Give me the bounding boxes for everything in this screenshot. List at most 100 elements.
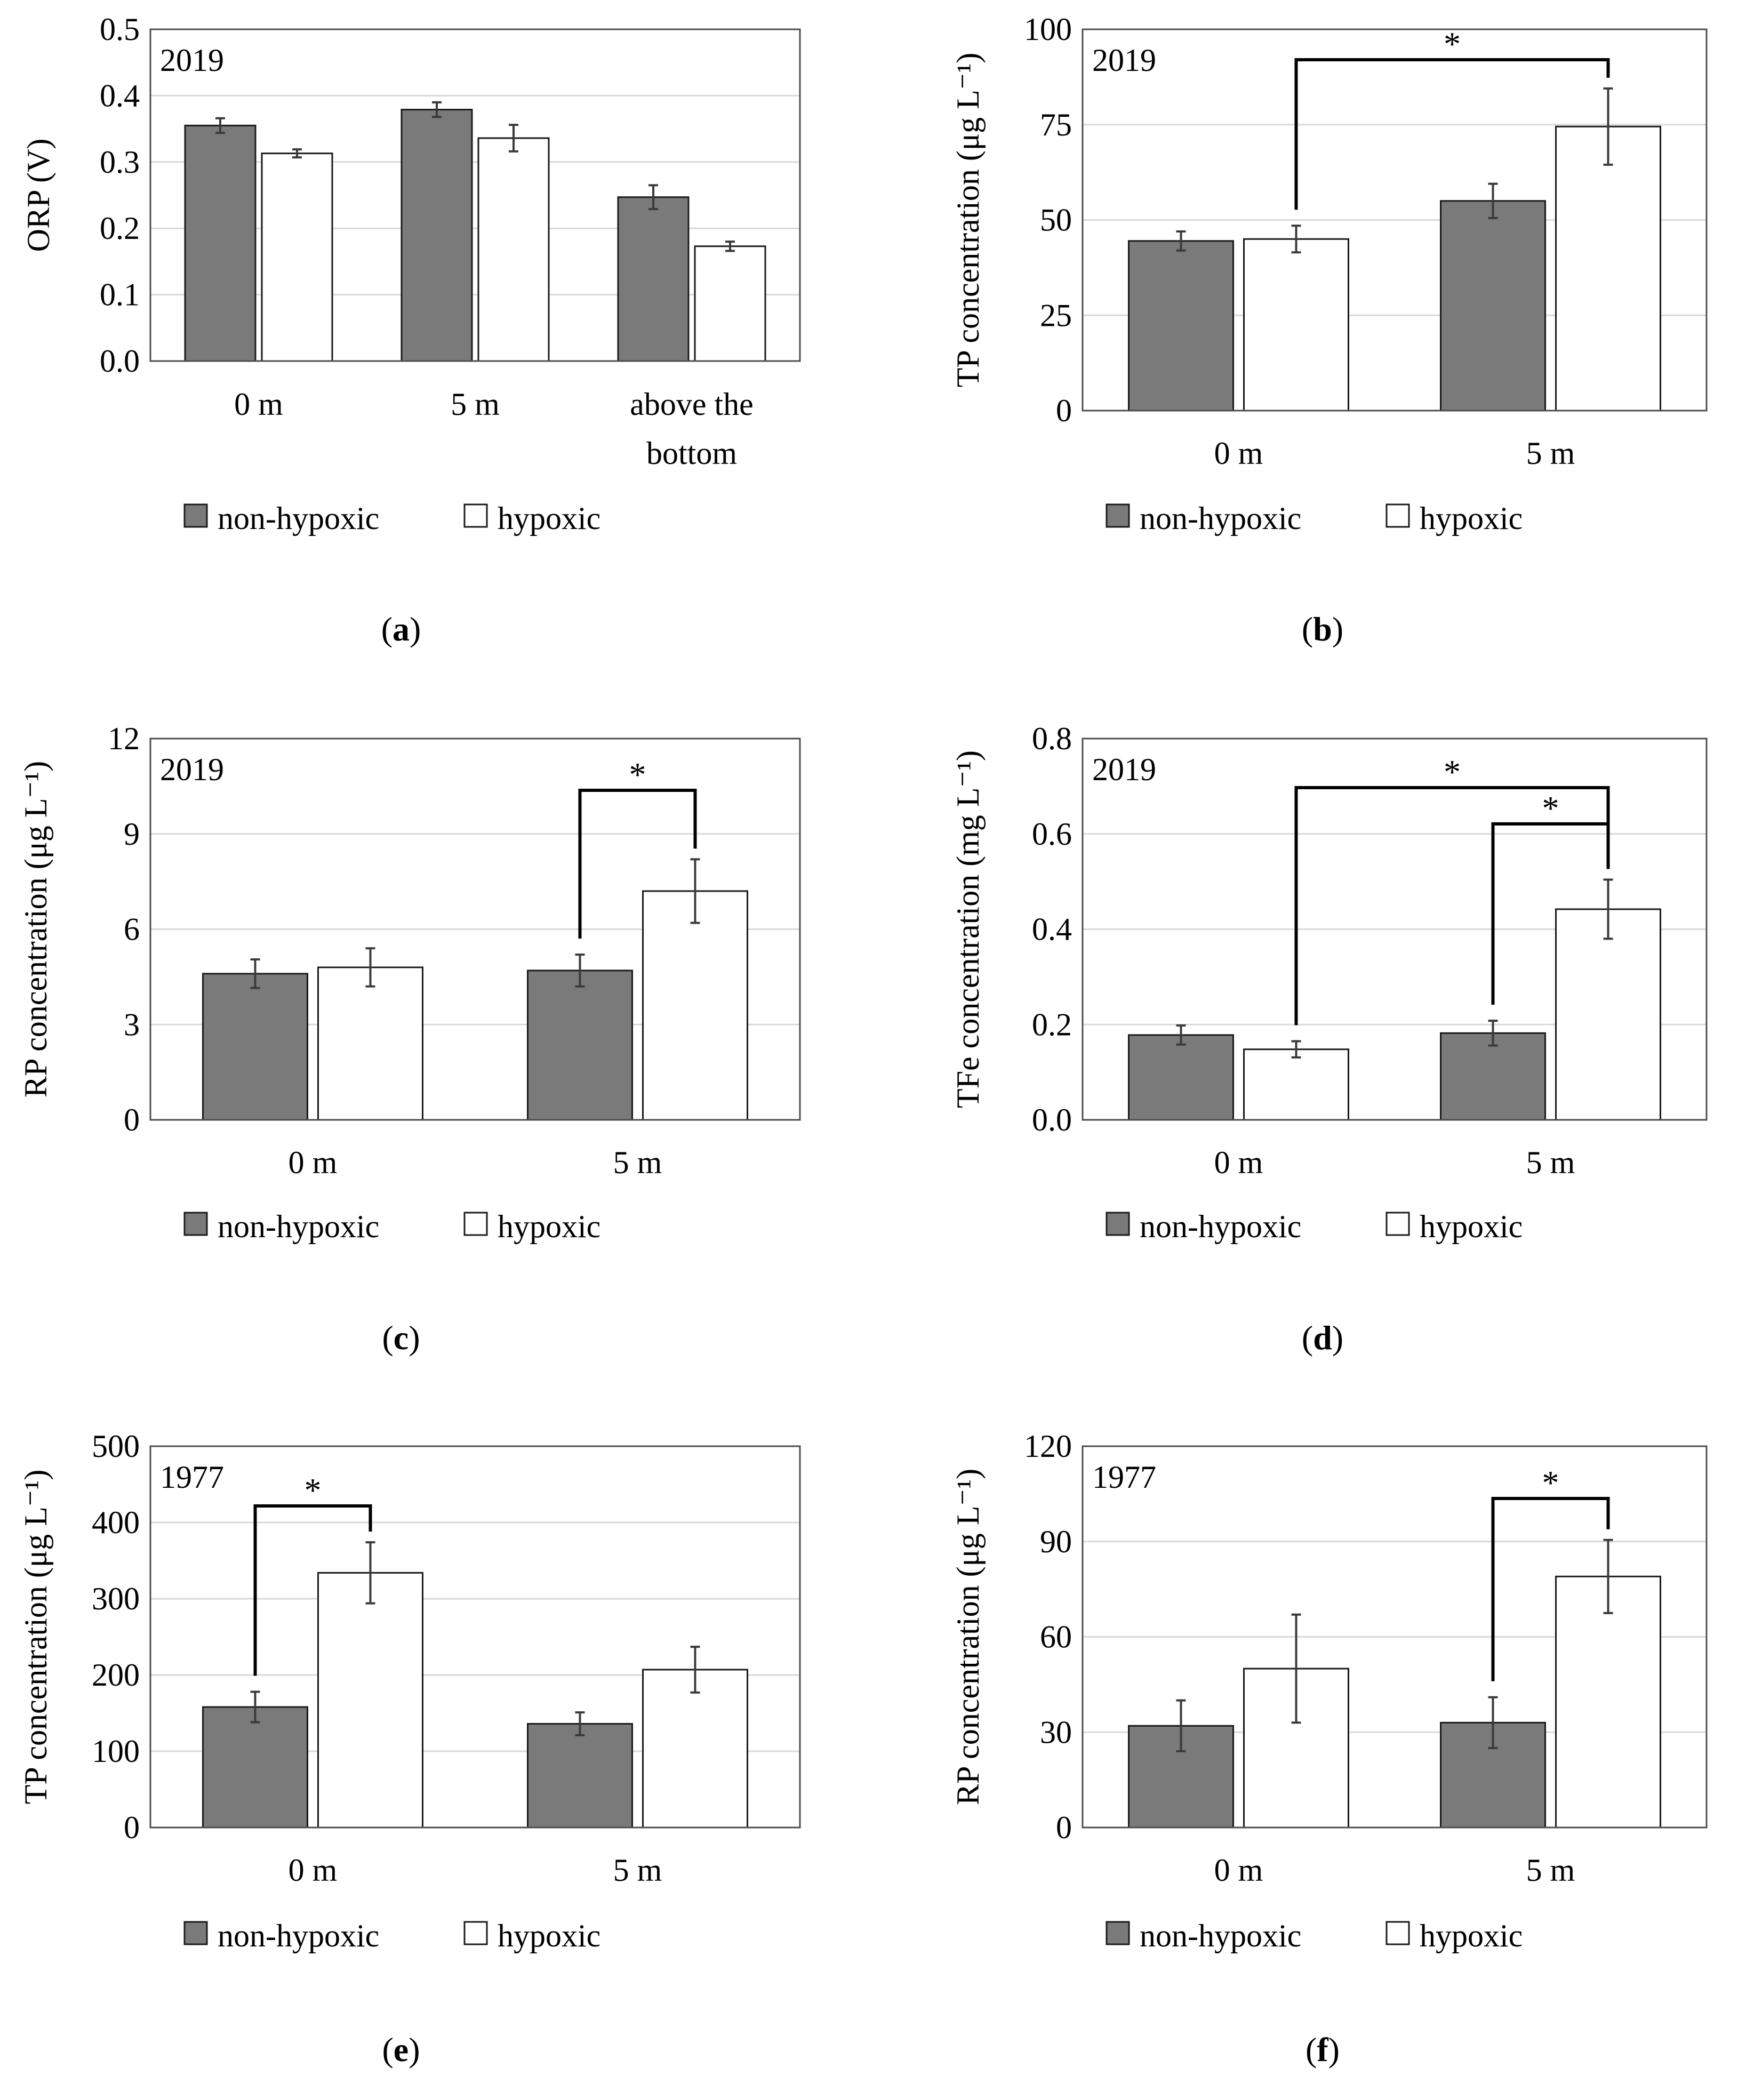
y-tick-label: 6 bbox=[124, 912, 140, 947]
error-bar bbox=[1291, 225, 1301, 254]
error-bar bbox=[1488, 182, 1498, 219]
y-tick-label: 0.4 bbox=[100, 78, 140, 113]
caption-letter: b bbox=[1313, 610, 1332, 648]
caption-paren: ( bbox=[1302, 1319, 1313, 1357]
y-tick-label: 0.1 bbox=[100, 277, 140, 312]
y-tick-label: 25 bbox=[1040, 298, 1072, 333]
plot-frame bbox=[149, 738, 801, 1121]
y-tick-label: 0.2 bbox=[1032, 1007, 1072, 1042]
error-bar bbox=[292, 148, 302, 159]
caption-letter: d bbox=[1313, 1319, 1332, 1357]
legend-label-non-hypoxic: non-hypoxic bbox=[1140, 1209, 1301, 1244]
error-bar bbox=[648, 184, 658, 211]
y-tick-label: 120 bbox=[1024, 1429, 1072, 1464]
bar-non-hypoxic bbox=[1440, 200, 1546, 412]
significance-star: * bbox=[1444, 753, 1461, 791]
error-bar bbox=[250, 958, 260, 989]
bar-hypoxic bbox=[642, 1669, 748, 1829]
error-bar bbox=[1291, 1613, 1301, 1724]
panel-caption: (b) bbox=[1302, 610, 1343, 648]
y-axis-label: RP concentration (μg L⁻¹) bbox=[18, 761, 53, 1097]
error-bar bbox=[575, 1711, 585, 1736]
x-tick-label: 0 m bbox=[289, 1853, 338, 1888]
panel-caption: (d) bbox=[1302, 1319, 1343, 1357]
x-tick-label: 5 m bbox=[1526, 436, 1575, 471]
bar-hypoxic bbox=[642, 890, 748, 1121]
legend-swatch-hypoxic bbox=[1385, 503, 1410, 528]
error-bar bbox=[575, 953, 585, 988]
error-bar bbox=[1176, 1699, 1186, 1752]
legend-swatch-hypoxic bbox=[463, 503, 488, 528]
panel-caption: (a) bbox=[381, 610, 421, 648]
legend-label-non-hypoxic: non-hypoxic bbox=[218, 1209, 379, 1244]
y-tick-label: 90 bbox=[1040, 1524, 1072, 1559]
y-tick-label: 0.4 bbox=[1032, 912, 1072, 947]
y-tick-label: 0.6 bbox=[1032, 816, 1072, 852]
error-bar bbox=[250, 1690, 260, 1724]
caption-paren: ) bbox=[1332, 1319, 1343, 1357]
y-tick-label: 200 bbox=[92, 1657, 140, 1693]
y-axis-label: TP concentration (μg L⁻¹) bbox=[18, 1470, 53, 1805]
legend-swatch-non-hypoxic bbox=[183, 1921, 208, 1945]
bar-non-hypoxic bbox=[1440, 1032, 1546, 1121]
y-tick-label: 0 bbox=[124, 1810, 140, 1845]
y-tick-label: 30 bbox=[1040, 1714, 1072, 1750]
x-tick-label: 0 m bbox=[234, 387, 283, 422]
significance-bracket: * bbox=[1491, 789, 1610, 1005]
bar-non-hypoxic bbox=[401, 109, 473, 362]
legend-label-non-hypoxic: non-hypoxic bbox=[1140, 501, 1301, 536]
y-tick-label: 0 bbox=[1056, 1810, 1072, 1845]
bar-non-hypoxic bbox=[202, 973, 308, 1121]
x-tick-label: 0 m bbox=[1214, 1145, 1263, 1180]
year-label: 1977 bbox=[1092, 1460, 1156, 1495]
caption-letter: c bbox=[394, 1319, 409, 1357]
caption-paren: ) bbox=[409, 2031, 420, 2069]
bracket-line bbox=[1294, 58, 1610, 210]
y-tick-label: 0.2 bbox=[100, 211, 140, 246]
caption-paren: ) bbox=[1328, 2031, 1340, 2069]
error-bar bbox=[1603, 878, 1613, 940]
x-tick-label: 5 m bbox=[451, 387, 500, 422]
plot-frame bbox=[1082, 1445, 1708, 1829]
legend: non-hypoxic hypoxic bbox=[1106, 1918, 1523, 1953]
legend-swatch-hypoxic bbox=[1385, 1212, 1410, 1236]
legend-label-hypoxic: hypoxic bbox=[498, 1918, 600, 1953]
bracket-line bbox=[253, 1504, 372, 1676]
y-tick-label: 0.0 bbox=[100, 343, 140, 379]
year-label: 1977 bbox=[160, 1460, 224, 1495]
significance-bracket: * bbox=[253, 1471, 372, 1676]
y-tick-label: 0.0 bbox=[1032, 1102, 1072, 1137]
error-bar bbox=[690, 858, 700, 924]
y-tick-label: 0 bbox=[1056, 393, 1072, 428]
caption-letter: e bbox=[394, 2031, 409, 2069]
bar-hypoxic bbox=[1555, 908, 1661, 1121]
plot-frame bbox=[1082, 738, 1708, 1121]
caption-paren: ( bbox=[381, 610, 393, 648]
bracket-line bbox=[1491, 1497, 1610, 1681]
bar-hypoxic bbox=[317, 966, 423, 1121]
legend-swatch-hypoxic bbox=[463, 1921, 488, 1945]
y-tick-label: 50 bbox=[1040, 203, 1072, 238]
panel-caption: (e) bbox=[382, 2031, 420, 2069]
error-bar bbox=[725, 241, 735, 252]
chart-panel-c: 0 3 6 9 12 RP concentration (μg L⁻¹) 2019 0 m 5 … bbox=[18, 721, 801, 1357]
legend: non-hypoxic hypoxic bbox=[1106, 501, 1523, 536]
year-label: 2019 bbox=[160, 43, 224, 78]
chart-panel-e: 0 100 200 300 400 500 TP concentration (μg L⁻¹… bbox=[18, 1429, 801, 2069]
bar-non-hypoxic bbox=[527, 969, 633, 1121]
bar-hypoxic bbox=[1555, 1575, 1661, 1829]
legend-label-non-hypoxic: non-hypoxic bbox=[1140, 1918, 1301, 1953]
chart-panel-b: 0 25 50 75 100 TP concentration (μg L⁻¹) 2019 0… bbox=[950, 12, 1708, 648]
y-tick-label: 60 bbox=[1040, 1620, 1072, 1655]
bar-hypoxic bbox=[317, 1572, 423, 1829]
x-tick-label: 5 m bbox=[613, 1853, 662, 1888]
bar-hypoxic bbox=[1243, 238, 1349, 412]
error-bar bbox=[432, 101, 442, 118]
bar-non-hypoxic bbox=[1128, 1034, 1234, 1121]
plot-frame bbox=[149, 28, 801, 362]
chart-panel-d: 0.0 0.2 0.4 0.6 0.8 TFe concentration (mg L⁻¹… bbox=[950, 721, 1708, 1357]
bar-hypoxic bbox=[261, 153, 333, 362]
legend-swatch-hypoxic bbox=[1385, 1921, 1410, 1945]
legend-swatch-non-hypoxic bbox=[1106, 1212, 1130, 1236]
